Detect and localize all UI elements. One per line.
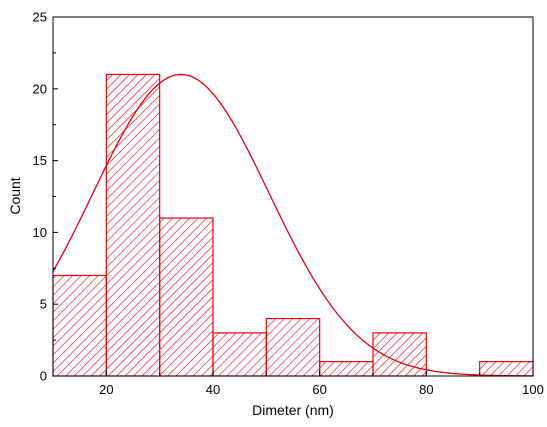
x-axis-label: Dimeter (nm) (252, 402, 334, 418)
gaussian-fit-curve (53, 73, 533, 376)
y-axis-ticks: 0 5 10 15 20 25 (33, 10, 58, 384)
fit-curve-layer (53, 73, 533, 376)
histogram-bar-70-80 (372, 332, 427, 377)
y-tick-label: 20 (33, 81, 47, 96)
x-tick-label: 100 (522, 382, 544, 397)
histogram-bar-20-30 (105, 73, 161, 377)
histogram-bar-50-60 (265, 317, 321, 377)
x-tick-label: 40 (206, 382, 220, 397)
histogram-bar-30-40 (159, 217, 214, 377)
x-tick-label: 60 (312, 382, 326, 397)
y-tick-label: 10 (33, 225, 47, 240)
y-tick-label: 25 (33, 10, 47, 25)
x-tick-label: 20 (99, 382, 113, 397)
x-tick-label: 80 (419, 382, 433, 397)
x-axis-ticks: 20 40 60 80 100 (52, 371, 544, 397)
histogram-bar-10-20 (52, 274, 107, 377)
histogram-bars (52, 73, 534, 377)
y-tick-label: 5 (40, 297, 47, 312)
histogram-bar-40-50 (212, 332, 267, 377)
y-axis-label: Count (7, 177, 23, 214)
y-tick-label: 15 (33, 153, 47, 168)
y-tick-label: 0 (40, 369, 47, 384)
histogram-bar-90-100 (479, 361, 534, 377)
histogram-bar-60-70 (319, 361, 374, 377)
